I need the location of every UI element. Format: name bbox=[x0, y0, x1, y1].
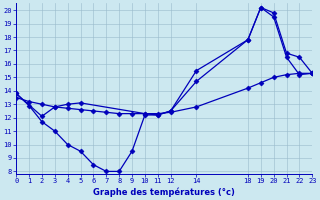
X-axis label: Graphe des températures (°c): Graphe des températures (°c) bbox=[93, 187, 235, 197]
